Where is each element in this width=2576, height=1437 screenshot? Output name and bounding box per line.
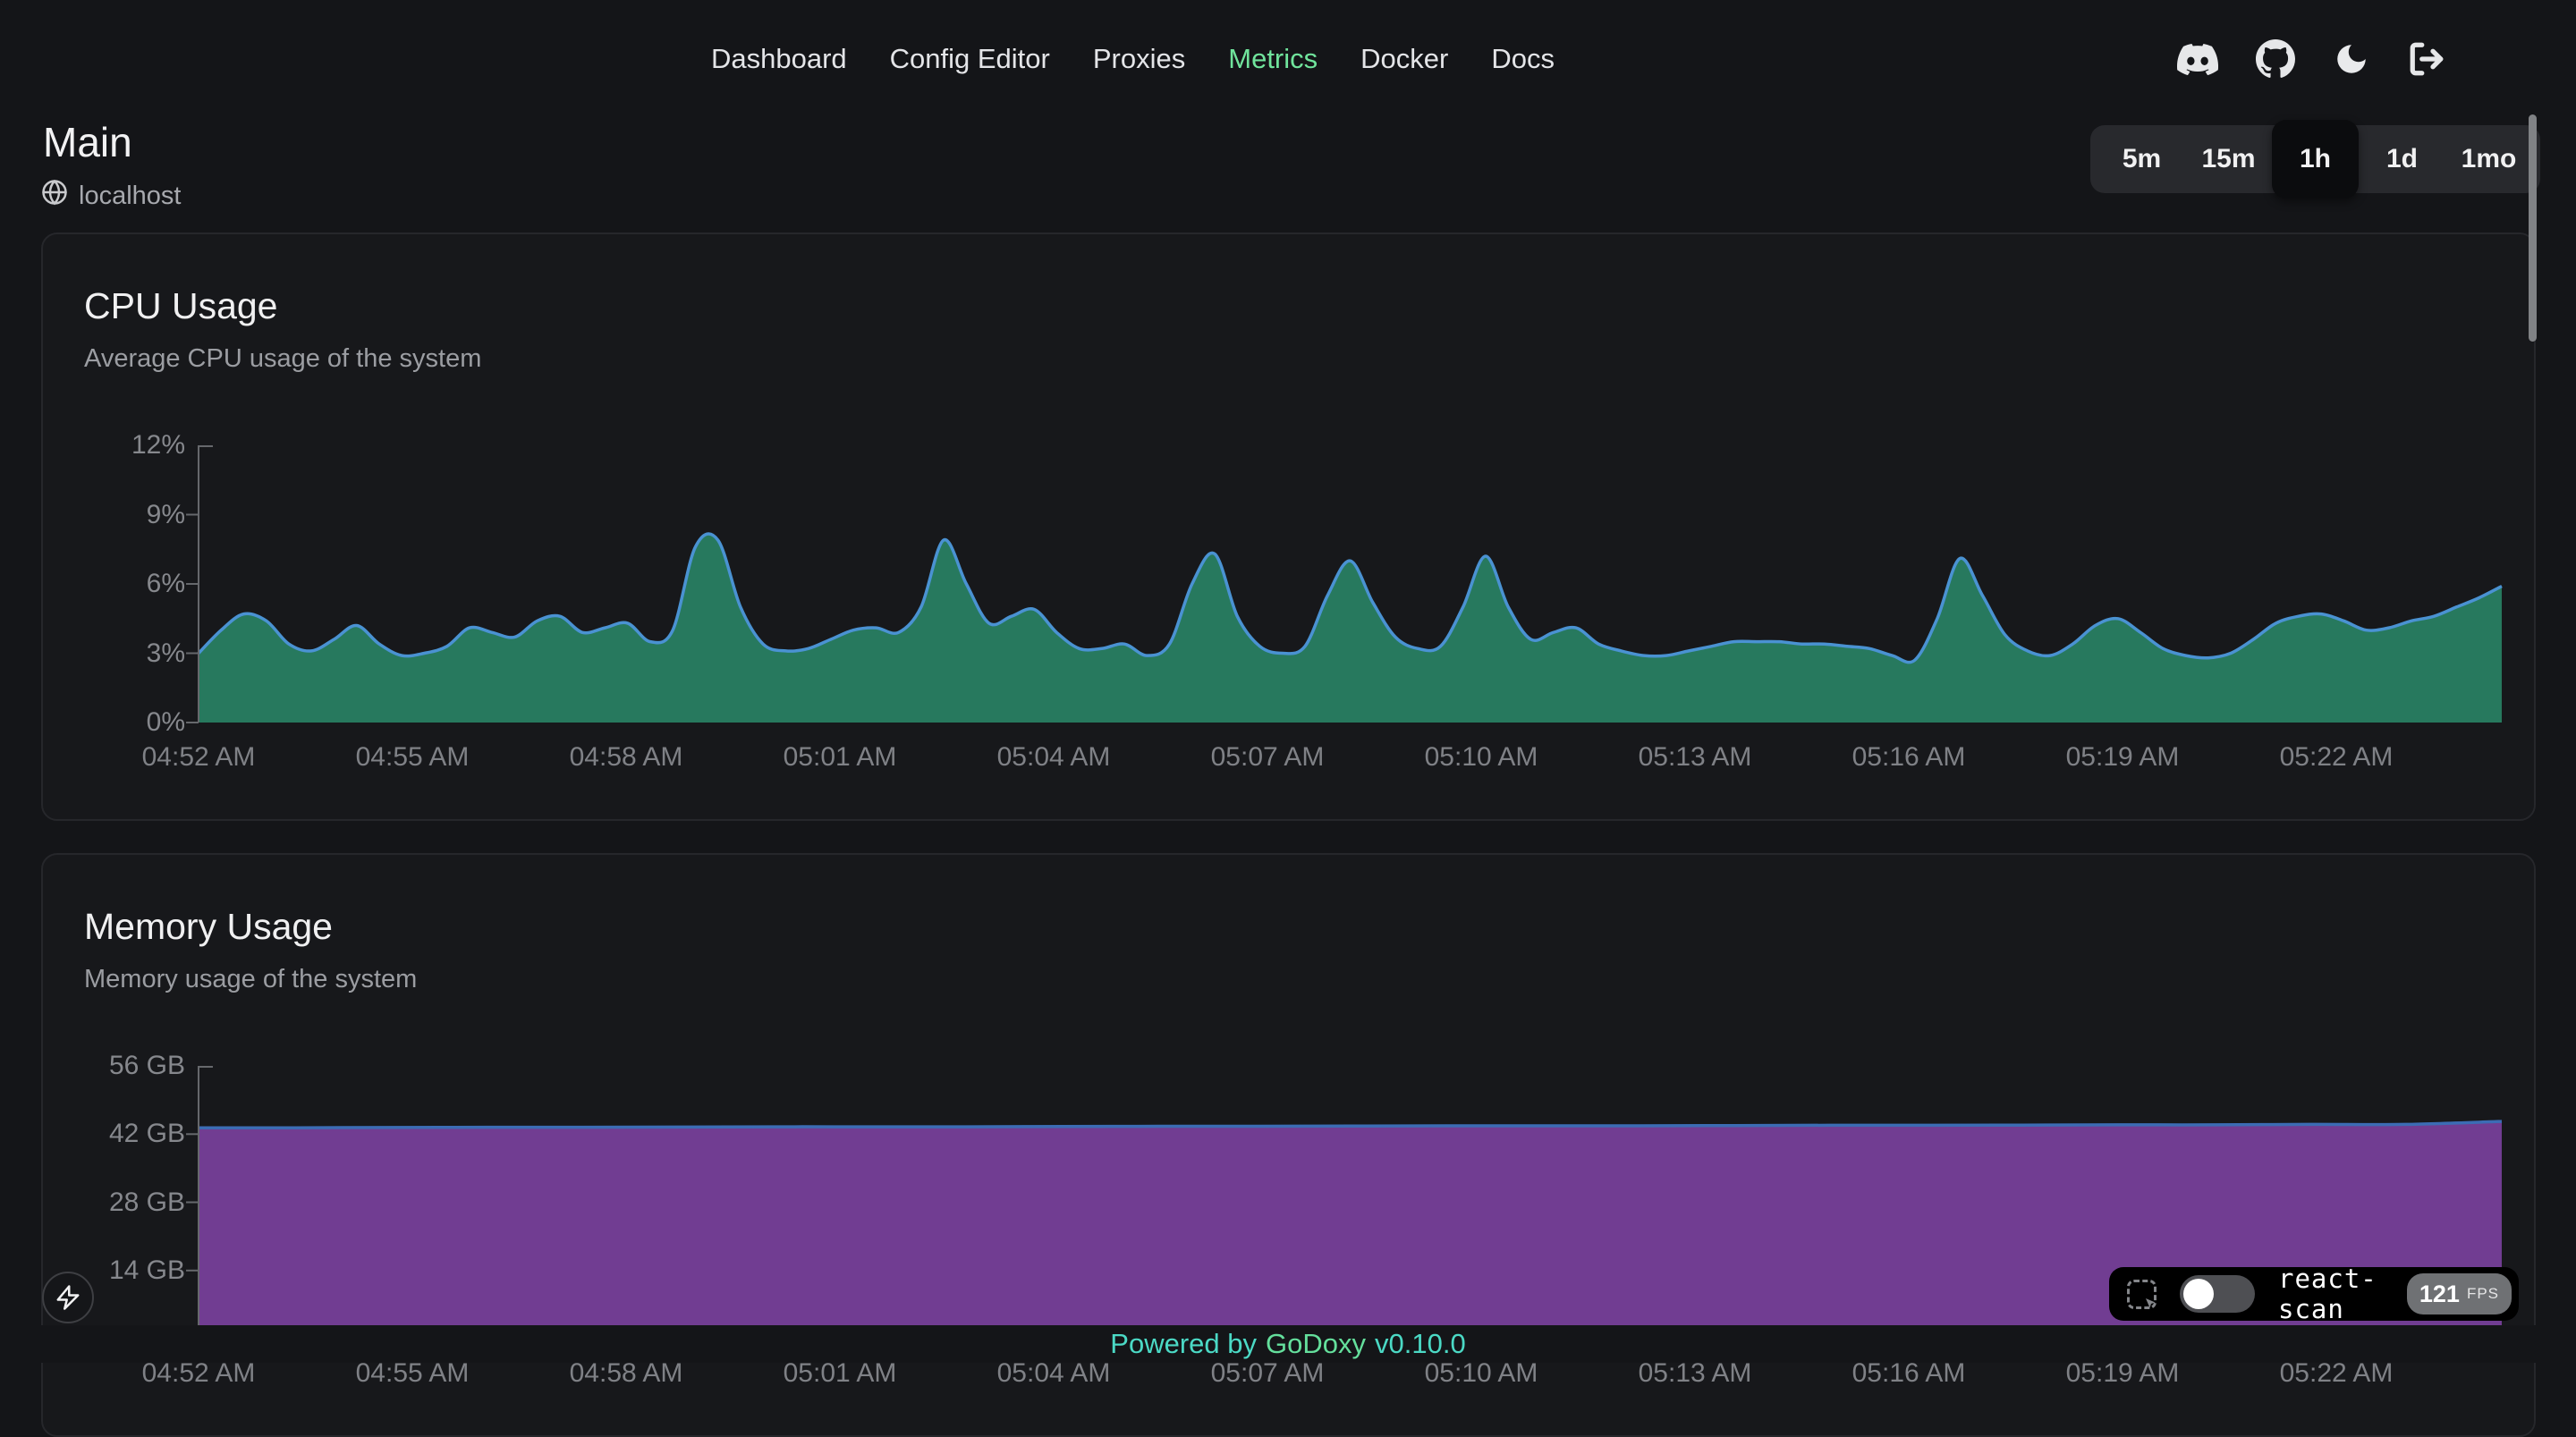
- nav-item-metrics[interactable]: Metrics: [1228, 43, 1318, 74]
- cpu-usage-card: CPU Usage Average CPU usage of the syste…: [41, 232, 2536, 821]
- y-tick-label: 0%: [146, 707, 185, 737]
- inspect-icon[interactable]: [2127, 1279, 2157, 1309]
- nav-item-docs[interactable]: Docs: [1491, 43, 1555, 74]
- cpu-line: [197, 532, 2503, 664]
- footer: Powered by GoDoxy v0.10.0: [0, 1325, 2576, 1363]
- x-tick-label: 05:16 AM: [1852, 1358, 1966, 1388]
- react-scan-label: react-scan: [2278, 1264, 2377, 1324]
- x-tick-label: 05:22 AM: [2279, 742, 2394, 772]
- fps-value: 121: [2419, 1280, 2460, 1307]
- footer-brand-link[interactable]: GoDoxy: [1266, 1328, 1366, 1359]
- nav-item-config-editor[interactable]: Config Editor: [889, 43, 1050, 74]
- y-tick-label: 56 GB: [108, 1051, 185, 1080]
- y-tick-label: 14 GB: [108, 1255, 185, 1285]
- zap-button[interactable]: [42, 1272, 94, 1323]
- range-1mo[interactable]: 1mo: [2445, 125, 2532, 193]
- nav-item-docker[interactable]: Docker: [1360, 43, 1449, 74]
- cpu-chart-svg: [186, 445, 2503, 723]
- range-1h[interactable]: 1h: [2272, 120, 2359, 199]
- x-tick-label: 04:52 AM: [141, 742, 256, 772]
- react-scan-toggle[interactable]: [2180, 1275, 2255, 1313]
- x-tick-label: 04:55 AM: [355, 742, 470, 772]
- memory-line: [199, 1120, 2503, 1129]
- memory-chart-svg: [186, 1066, 2503, 1339]
- cpu-card-subtitle: Average CPU usage of the system: [84, 344, 482, 373]
- memory-y-axis: 14 GB 28 GB 42 GB 56 GB: [84, 1051, 185, 1339]
- x-tick-label: 05:04 AM: [996, 742, 1111, 772]
- moon-icon[interactable]: [2333, 40, 2370, 78]
- x-tick-label: 05:13 AM: [1638, 742, 1752, 772]
- y-tick-label: 3%: [146, 638, 185, 668]
- nav-item-dashboard[interactable]: Dashboard: [711, 43, 847, 74]
- y-tick-label: 12%: [131, 430, 185, 460]
- cpu-x-axis: 04:52 AM 04:55 AM 04:58 AM 05:01 AM 05:04 AM…: [142, 723, 2502, 774]
- logout-icon[interactable]: [2408, 40, 2445, 78]
- x-tick-label: 05:22 AM: [2279, 1358, 2394, 1388]
- range-1d[interactable]: 1d: [2359, 125, 2445, 193]
- footer-powered-by: Powered by: [1110, 1328, 1258, 1359]
- toggle-knob: [2183, 1279, 2214, 1309]
- range-15m[interactable]: 15m: [2185, 125, 2272, 193]
- cpu-area: [199, 533, 2502, 723]
- page-header: Main localhost 5m 15m 1h 1d 1mo: [0, 100, 2576, 232]
- nav-item-proxies[interactable]: Proxies: [1092, 43, 1186, 74]
- fps-badge: 121 FPS: [2406, 1273, 2512, 1314]
- host-label: localhost: [79, 181, 182, 210]
- x-tick-label: 04:58 AM: [569, 1358, 683, 1388]
- scrollbar-thumb[interactable]: [2529, 114, 2537, 342]
- github-icon[interactable]: [2256, 39, 2295, 79]
- y-tick-label: 42 GB: [108, 1119, 185, 1149]
- x-tick-label: 05:01 AM: [783, 742, 897, 772]
- x-tick-label: 05:19 AM: [2065, 742, 2180, 772]
- memory-card-title: Memory Usage: [84, 906, 333, 947]
- topbar-icons: [2177, 39, 2445, 79]
- x-tick-label: 04:55 AM: [355, 1358, 470, 1388]
- x-tick-label: 04:58 AM: [569, 742, 683, 772]
- x-tick-label: 05:07 AM: [1210, 742, 1325, 772]
- memory-area: [199, 1121, 2502, 1339]
- cpu-chart: 0% 3% 6% 9% 12%: [84, 430, 2503, 737]
- x-tick-label: 05:04 AM: [996, 1358, 1111, 1388]
- x-tick-label: 05:07 AM: [1210, 1358, 1325, 1388]
- y-tick-label: 6%: [146, 569, 185, 598]
- time-range-selector: 5m 15m 1h 1d 1mo: [2090, 120, 2540, 199]
- discord-icon[interactable]: [2177, 43, 2218, 75]
- x-tick-label: 04:52 AM: [141, 1358, 256, 1388]
- x-tick-label: 05:10 AM: [1424, 1358, 1538, 1388]
- memory-chart: 14 GB 28 GB 42 GB 56 GB: [84, 1051, 2503, 1339]
- main-nav: Dashboard Config Editor Proxies Metrics …: [711, 43, 1555, 75]
- globe-icon: [41, 179, 68, 213]
- cpu-card-title: CPU Usage: [84, 285, 278, 326]
- x-tick-label: 05:13 AM: [1638, 1358, 1752, 1388]
- footer-version: v0.10.0: [1375, 1328, 1466, 1359]
- y-tick-label: 28 GB: [108, 1187, 185, 1217]
- y-tick-label: 9%: [146, 499, 185, 529]
- page-title: Main: [43, 119, 132, 165]
- cpu-area-plot[interactable]: [186, 445, 2503, 723]
- top-bar: Dashboard Config Editor Proxies Metrics …: [0, 0, 2576, 100]
- memory-card-subtitle: Memory usage of the system: [84, 965, 418, 993]
- host-row: localhost: [41, 179, 181, 213]
- x-tick-label: 05:01 AM: [783, 1358, 897, 1388]
- zap-icon: [56, 1285, 80, 1310]
- cpu-y-axis: 0% 3% 6% 9% 12%: [84, 430, 185, 737]
- react-scan-widget: react-scan 121 FPS: [2109, 1264, 2519, 1324]
- range-5m[interactable]: 5m: [2098, 125, 2185, 193]
- x-tick-label: 05:16 AM: [1852, 742, 1966, 772]
- memory-area-plot[interactable]: [186, 1066, 2503, 1339]
- fps-unit: FPS: [2466, 1285, 2499, 1302]
- x-tick-label: 05:10 AM: [1424, 742, 1538, 772]
- x-tick-label: 05:19 AM: [2065, 1358, 2180, 1388]
